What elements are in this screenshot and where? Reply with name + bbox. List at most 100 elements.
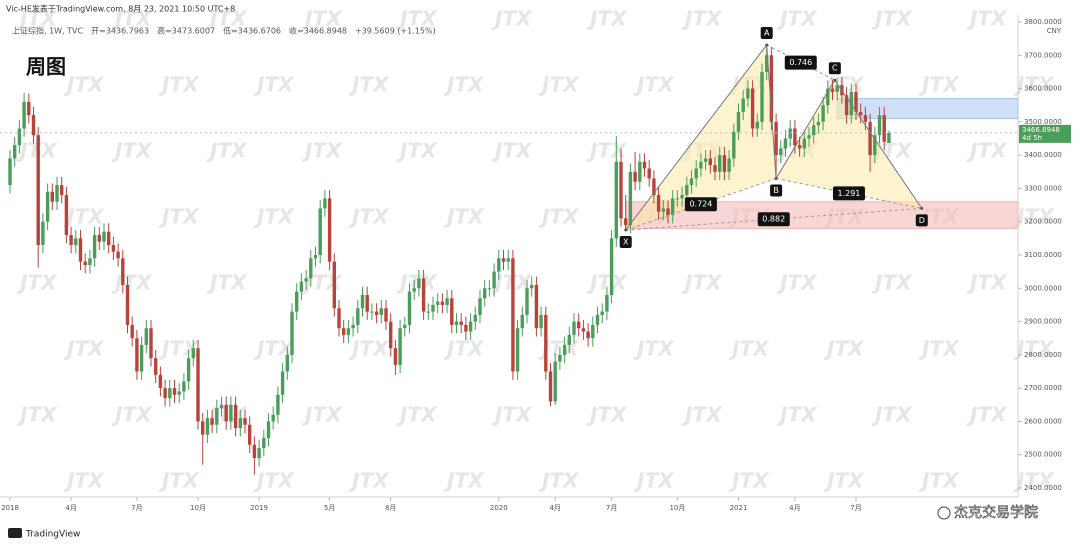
candle-body [92,235,97,259]
candle-body [487,288,492,290]
candle-body [642,161,647,169]
watermark: JTX [1013,73,1055,97]
y-tick-label: 2400.0000 [1024,484,1062,492]
y-tick-label: 3100.0000 [1024,251,1062,259]
candle-body [45,191,50,222]
candle-body [779,148,783,156]
candle-body [445,298,449,305]
candle-body [624,218,628,226]
candle-body [647,168,651,179]
candle-body [280,371,285,395]
candle-body [802,138,806,149]
watermark: JTX [586,403,628,427]
candle-body [440,301,445,305]
candle-body [567,334,571,345]
watermark: JTX [776,271,818,295]
watermark: JTX [348,73,390,97]
candle-body [675,198,680,200]
candle-body [201,421,205,435]
watermark: JTX [396,271,438,295]
candle-body [591,324,595,339]
pattern-point [833,78,837,82]
watermark: JTX [443,73,485,97]
candle-body [248,424,252,445]
candle-body [511,258,515,372]
x-tick-label: 2020 [490,504,508,512]
point-box [619,236,632,249]
watermark: JTX [111,271,153,295]
candle-body [539,314,543,329]
pattern-point [765,43,769,47]
candle-body [534,284,539,329]
point-label: D [919,216,925,225]
candle-body [750,88,755,129]
candle-body [41,221,45,246]
candle-body [22,101,26,129]
point-label: C [832,64,838,73]
candle-body [581,328,586,332]
watermark: JTX [348,205,390,229]
y-tick-label: 3800.0000 [1024,18,1062,26]
watermark: JTX [586,139,628,163]
candle-body [849,91,853,116]
watermark: JTX [63,469,105,493]
candle-body [55,185,59,202]
watermark: JTX [63,205,105,229]
candle-body [708,158,712,166]
watermark: JTX [681,403,723,427]
candle-body [177,391,181,395]
candle-body [431,304,435,312]
x-tick-label: 7月 [606,504,617,512]
candle-body [31,115,36,136]
candle-body [835,85,839,92]
candle-body [252,444,257,459]
candle-body [854,91,858,112]
candle-body [755,121,759,129]
candle-body [257,448,261,459]
candle-body [638,161,642,182]
watermark: JTX [111,403,153,427]
candle-body [454,321,459,325]
candle-body [501,258,506,262]
watermark: JTX [871,7,913,31]
candle-body [88,258,92,265]
watermark: JTX [253,73,295,97]
candle-body [318,208,322,255]
brand-logo [8,528,22,538]
price-label-box [1019,124,1071,143]
candle-body [473,314,477,322]
pattern-ratio-line [625,207,922,231]
candle-body [699,161,703,169]
candle-body [238,418,242,429]
candle-body [342,328,346,335]
candle-body [304,278,308,282]
candle-body [530,284,534,289]
candle-body [356,308,360,325]
watermark: JTX [301,271,343,295]
watermark: JTX [301,403,343,427]
watermark: JTX [918,337,960,361]
candle-body [483,288,487,299]
candle-body [506,258,510,262]
price-label: 3466.8948 [1022,126,1060,134]
candle-body [797,145,802,149]
candle-body [765,55,769,72]
candle-body [224,404,228,422]
candle-body [450,298,454,325]
watermark: JTX [348,337,390,361]
watermark: JTX [823,469,865,493]
candle-body [741,98,745,112]
candle-body [436,301,440,305]
watermark: JTX [538,205,580,229]
candle-body [351,324,355,329]
candle-body [365,294,369,312]
candle-body [125,284,130,325]
watermark: JTX [633,337,675,361]
candle-body [17,128,22,146]
candle-body [102,231,106,242]
candle-body [78,238,83,262]
watermark: JTX [206,139,248,163]
watermark: JTX [443,469,485,493]
watermark: JTX [111,7,153,31]
